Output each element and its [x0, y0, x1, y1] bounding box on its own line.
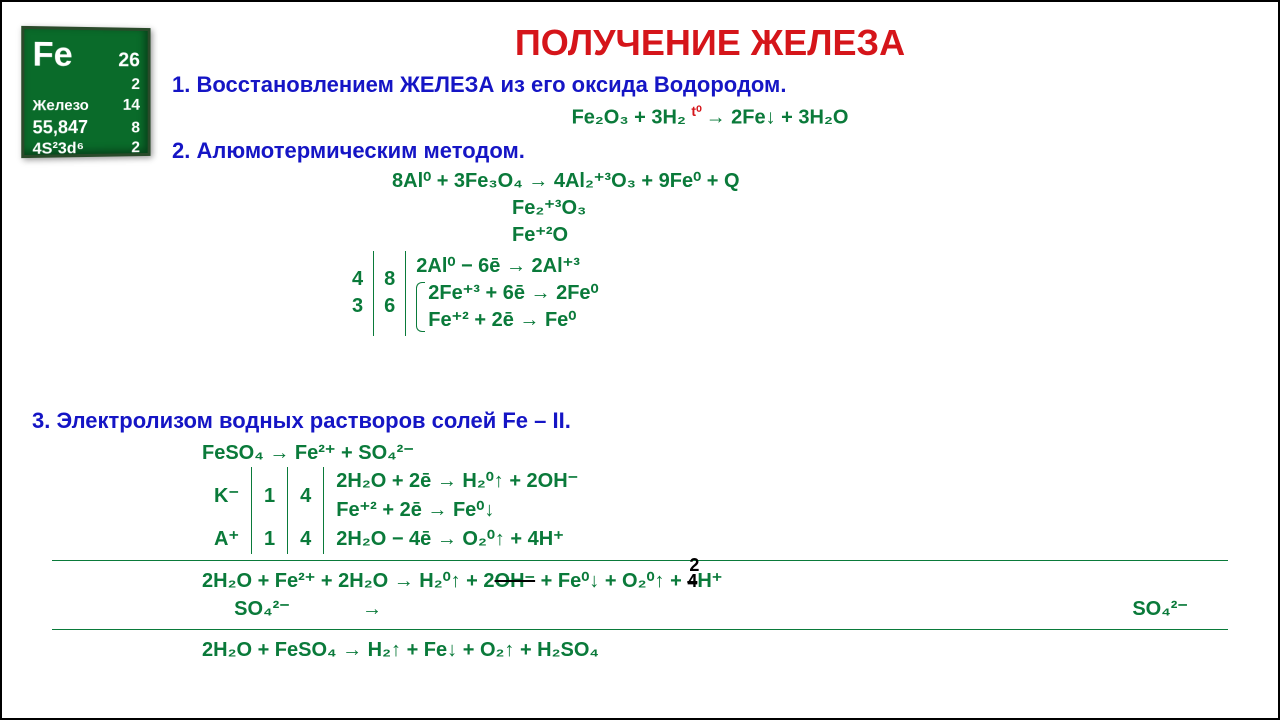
net-equation: 2H₂O + FeSO₄ → H₂↑ + Fe↓ + O₂↑ + H₂SO₄	[202, 636, 1248, 664]
electron-balance-table: 4 3 8 6 2Al⁰ − 6ē → 2Al⁺³ 2Fe⁺³ + 6ē → 2…	[342, 251, 1248, 336]
oxidation-half: 2Al⁰ − 6ē → 2Al⁺³	[416, 253, 598, 280]
section-3: 3. Электролизом водных растворов солей F…	[32, 402, 1248, 664]
section-1-heading: 1. Восстановлением ЖЕЛЕЗА из его оксида …	[172, 72, 1248, 98]
cathode-label: K⁻	[202, 467, 252, 525]
element-name: Железо	[33, 97, 89, 114]
cathode-eq-2: Fe⁺² + 2ē → Fe⁰↓	[324, 496, 590, 525]
section-2-decomp2: Fe⁺²O	[512, 222, 1248, 249]
section-2-heading: 2. Алюмотермическим методом.	[172, 138, 1248, 164]
divider-1	[52, 560, 1228, 561]
section-3-heading: 3. Электролизом водных растворов солей F…	[32, 408, 1248, 434]
element-symbol: Fe	[33, 35, 73, 75]
balance-col-1: 4 3	[342, 251, 374, 336]
reduction-bracket: 2Fe⁺³ + 6ē → 2Fe⁰ Fe⁺² + 2ē → Fe⁰	[416, 280, 598, 334]
eq1-right: 2Fe↓ + 3H₂O	[731, 107, 848, 129]
shell-3: 8	[131, 118, 140, 139]
corrected-coeff: 24	[687, 571, 697, 591]
eq1-condition: t⁰	[691, 103, 705, 119]
shell-1: 2	[131, 75, 140, 96]
main-content: ПОЛУЧЕНИЕ ЖЕЛЕЗА 1. Восстановлением ЖЕЛЕ…	[172, 22, 1248, 336]
electrolysis-table: K⁻ 1 4 2H₂O + 2ē → H₂⁰↑ + 2OH⁻ Fe⁺² + 2ē…	[202, 467, 590, 554]
page-title: ПОЛУЧЕНИЕ ЖЕЛЕЗА	[172, 22, 1248, 64]
electron-config: 4S²3d⁶	[33, 140, 84, 159]
divider-2	[52, 629, 1228, 630]
section-2-equation: 8Al⁰ + 3Fe₃O₄ → 4Al₂⁺³O₃ + 9Fe⁰ + Q	[392, 168, 1248, 195]
eq1-left: Fe₂O₃ + 3H₂	[572, 107, 686, 129]
anode-label: A⁺	[202, 525, 252, 554]
balance-col-2: 8 6	[374, 251, 406, 336]
section-2-decomp1: Fe₂⁺³O₃	[512, 195, 1248, 222]
balance-col-3: 2Al⁰ − 6ē → 2Al⁺³ 2Fe⁺³ + 6ē → 2Fe⁰ Fe⁺²…	[406, 251, 608, 336]
shell-2: 14	[123, 96, 140, 117]
section-1-equation: Fe₂O₃ + 3H₂ t⁰ → 2Fe↓ + 3H₂O	[172, 102, 1248, 132]
spectator-ion-eq: SO₄²⁻ → SO₄²⁻	[202, 595, 1248, 623]
struck-oh: OH⁻	[495, 570, 536, 592]
ionic-sum-eq: 2H₂O + Fe²⁺ + 2H₂O → H₂⁰↑ + 2OH⁻ + Fe⁰↓ …	[202, 567, 1248, 595]
cathode-eq-1: 2H₂O + 2ē → H₂⁰↑ + 2OH⁻	[324, 467, 590, 496]
electrolysis-block: FeSO₄ → Fe²⁺ + SO₄²⁻ K⁻ 1 4 2H₂O + 2ē → …	[202, 440, 1248, 554]
dissociation-eq: FeSO₄ → Fe²⁺ + SO₄²⁻	[202, 440, 1248, 467]
atomic-mass: 55,847	[33, 117, 89, 139]
reduction-half-2: Fe⁺² + 2ē → Fe⁰	[428, 307, 598, 334]
periodic-element-tile: Fe 26 2 Железо 14 55,847 8 4S²3d⁶ 2	[21, 26, 150, 158]
atomic-number: 26	[118, 49, 140, 72]
eq1-arrow: →	[706, 107, 732, 129]
shell-4: 2	[131, 139, 140, 160]
anode-eq: 2H₂O − 4ē → O₂⁰↑ + 4H⁺	[324, 525, 590, 554]
reduction-half-1: 2Fe⁺³ + 6ē → 2Fe⁰	[428, 280, 598, 307]
